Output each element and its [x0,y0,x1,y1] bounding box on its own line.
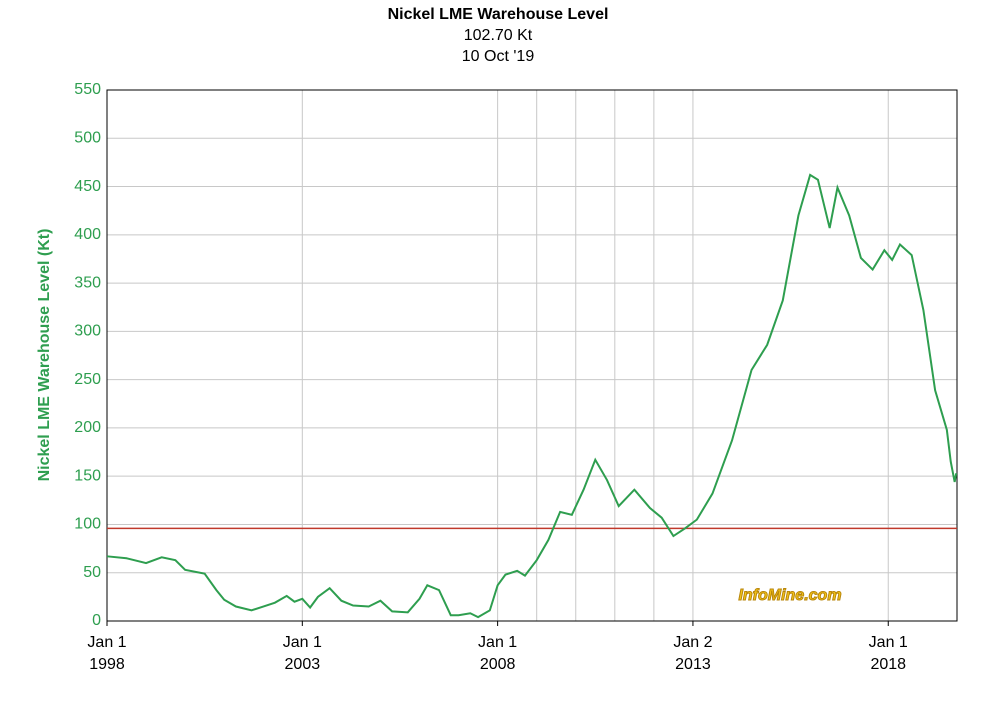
x-tick-label: Jan 1 [87,634,126,651]
x-tick-label: 2008 [480,656,516,673]
x-tick-label: 2013 [675,656,711,673]
y-tick-label: 100 [74,516,101,533]
x-tick-label: 2003 [285,656,321,673]
y-tick-label: 500 [74,129,101,146]
y-tick-label: 450 [74,178,101,195]
plot-area [107,90,957,621]
y-tick-label: 200 [74,419,101,436]
x-tick-label: Jan 2 [673,634,712,651]
data-line [106,173,958,619]
x-tick-label: Jan 1 [283,634,322,651]
watermark: InfoMine.com [738,587,841,604]
y-tick-label: 400 [74,226,101,243]
y-tick-label: 250 [74,371,101,388]
y-tick-label: 550 [74,81,101,98]
x-tick-label: 2018 [870,656,906,673]
chart-subtitle: 102.70 Kt [464,27,533,44]
chart-title: Nickel LME Warehouse Level [388,6,609,23]
x-tick-label: Jan 1 [478,634,517,651]
y-tick-label: 0 [92,612,101,629]
x-tick-label: 1998 [89,656,125,673]
x-tick-label: Jan 1 [869,634,908,651]
y-tick-label: 350 [74,274,101,291]
y-tick-label: 50 [83,564,101,581]
y-tick-label: 300 [74,323,101,340]
plot-border [106,89,958,622]
chart-date: 10 Oct '19 [462,48,535,65]
y-tick-label: 150 [74,467,101,484]
y-axis-label: Nickel LME Warehouse Level (Kt) [36,229,53,482]
